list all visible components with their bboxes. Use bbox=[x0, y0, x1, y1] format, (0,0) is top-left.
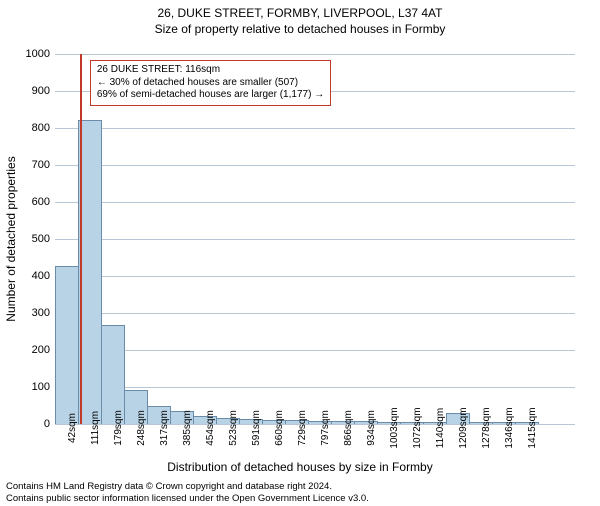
gridline bbox=[55, 313, 575, 314]
y-tick-label: 1000 bbox=[10, 48, 50, 60]
callout-line: 69% of semi-detached houses are larger (… bbox=[97, 89, 324, 102]
gridline bbox=[55, 128, 575, 129]
callout-line: ← 30% of detached houses are smaller (50… bbox=[97, 77, 324, 90]
gridline bbox=[55, 387, 575, 388]
y-tick-label: 0 bbox=[10, 418, 50, 430]
callout-line: 26 DUKE STREET: 116sqm bbox=[97, 64, 324, 77]
x-tick-label: 42sqm bbox=[67, 413, 78, 443]
attribution-footer: Contains HM Land Registry data © Crown c… bbox=[6, 481, 594, 504]
gridline bbox=[55, 202, 575, 203]
x-tick-label: 1346sqm bbox=[504, 407, 515, 448]
histogram-bar bbox=[101, 325, 125, 424]
gridline bbox=[55, 424, 575, 425]
x-tick-label: 866sqm bbox=[343, 410, 354, 446]
x-tick-label: 1140sqm bbox=[435, 408, 446, 448]
gridline bbox=[55, 350, 575, 351]
plot-area: 0100200300400500600700800900100042sqm111… bbox=[55, 54, 575, 424]
gridline bbox=[55, 239, 575, 240]
gridline bbox=[55, 54, 575, 55]
x-tick-label: 317sqm bbox=[159, 410, 170, 446]
x-axis-label: Distribution of detached houses by size … bbox=[0, 460, 600, 474]
footer-line-2: Contains public sector information licen… bbox=[6, 493, 594, 504]
x-tick-label: 591sqm bbox=[251, 410, 262, 446]
x-tick-label: 523sqm bbox=[228, 410, 239, 446]
histogram-bar bbox=[55, 266, 79, 424]
x-tick-label: 797sqm bbox=[320, 410, 331, 446]
x-tick-label: 1003sqm bbox=[389, 407, 400, 448]
y-tick-label: 200 bbox=[10, 344, 50, 356]
x-tick-label: 385sqm bbox=[182, 410, 193, 446]
page-subtitle: Size of property relative to detached ho… bbox=[0, 22, 600, 36]
footer-line-1: Contains HM Land Registry data © Crown c… bbox=[6, 481, 594, 492]
gridline bbox=[55, 165, 575, 166]
x-tick-label: 248sqm bbox=[136, 410, 147, 446]
x-tick-label: 934sqm bbox=[366, 410, 377, 446]
page-title-address: 26, DUKE STREET, FORMBY, LIVERPOOL, L37 … bbox=[0, 6, 600, 20]
property-marker-line bbox=[80, 54, 82, 424]
chart: 0100200300400500600700800900100042sqm111… bbox=[55, 54, 575, 424]
x-tick-label: 729sqm bbox=[297, 410, 308, 446]
gridline bbox=[55, 276, 575, 277]
y-axis-label: Number of detached properties bbox=[4, 156, 18, 321]
x-tick-label: 1209sqm bbox=[458, 407, 469, 448]
x-tick-label: 1278sqm bbox=[481, 407, 492, 448]
x-tick-label: 454sqm bbox=[205, 410, 216, 446]
x-tick-label: 1415sqm bbox=[527, 407, 538, 448]
x-tick-label: 660sqm bbox=[274, 410, 285, 446]
property-callout: 26 DUKE STREET: 116sqm← 30% of detached … bbox=[90, 60, 331, 106]
x-tick-label: 179sqm bbox=[113, 410, 124, 446]
x-tick-label: 1072sqm bbox=[412, 407, 423, 448]
y-tick-label: 900 bbox=[10, 85, 50, 97]
x-tick-label: 111sqm bbox=[90, 411, 101, 445]
y-tick-label: 800 bbox=[10, 122, 50, 134]
y-tick-label: 100 bbox=[10, 381, 50, 393]
